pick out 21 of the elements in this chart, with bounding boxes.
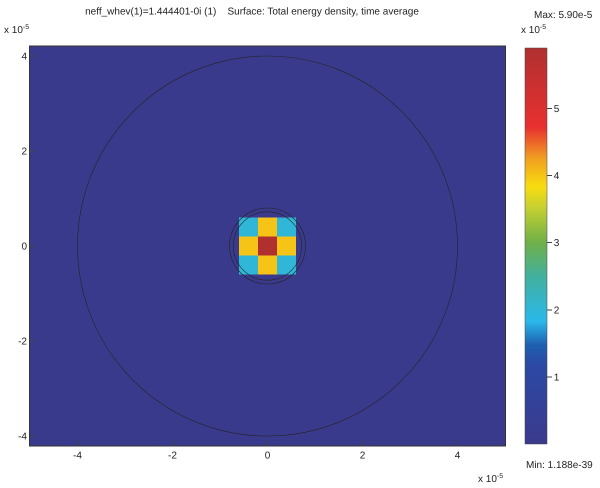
chart-title: neff_whev(1)=1.444401-0i (1) Surface: Total energy density, time average	[85, 6, 420, 18]
text: Min: 1.188e-39	[526, 460, 594, 471]
color-bar-label: 3	[554, 238, 560, 250]
text: x 10$^{-5}$	[4, 24, 30, 36]
color-bar-label: 2	[554, 305, 560, 316]
y-tick-label: 0	[21, 242, 28, 252]
x-tick-label: -2	[168, 450, 178, 462]
text: x 10$^{-5}$	[521, 24, 546, 36]
y-tick-label: -2	[18, 336, 28, 348]
color-bar-label: 5	[554, 104, 560, 115]
y-tick-label: 4	[21, 52, 28, 62]
y-tick-label: -4	[18, 432, 28, 442]
text: Max: 5.90e-5	[534, 10, 593, 21]
x-tick-label: 0	[264, 450, 271, 462]
x-tick-label: -4	[73, 450, 82, 462]
color-bar-label: 1	[554, 372, 560, 384]
x-tick-label: 4	[454, 450, 461, 462]
x-tick-label: 2	[360, 450, 366, 462]
color-bar-label: 4	[554, 171, 560, 182]
y-tick-label: 2	[21, 146, 28, 158]
text: x 10$^{-5}$	[478, 473, 504, 486]
